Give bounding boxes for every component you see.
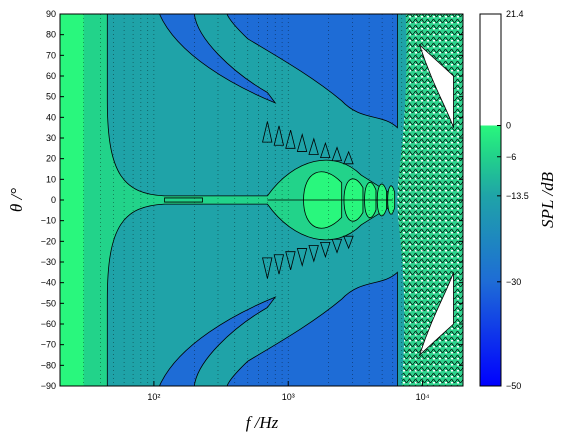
colorbar-ticks: 21.4 0 −6 −13.5 −30 −50 <box>497 9 529 391</box>
colorbar-tick-label: −6 <box>506 152 516 162</box>
y-tick-label: −90 <box>41 381 56 391</box>
x-tick-label: 10⁴ <box>416 392 430 402</box>
x-tick-label: 10³ <box>282 392 295 402</box>
y-tick-label: −30 <box>41 257 56 267</box>
y-tick-label: −20 <box>41 236 56 246</box>
colorbar-tick-label: 0 <box>506 120 511 130</box>
colorbar-tick-label: −30 <box>506 277 521 287</box>
x-ticks: 10² 10³ 10⁴ <box>147 381 430 402</box>
contour-field <box>60 14 463 386</box>
region-axis-streak <box>164 197 203 203</box>
y-tick-label: 90 <box>46 9 56 19</box>
fringe-lower <box>262 235 354 279</box>
y-tick-label: −40 <box>41 278 56 288</box>
y-tick-label: 70 <box>46 50 56 60</box>
y-tick-label: −80 <box>41 360 56 370</box>
y-tick-label: 80 <box>46 30 56 40</box>
y-tick-label: 50 <box>46 92 56 102</box>
y-ticks: −90 −80 −70 −60 −50 −40 −30 −20 −10 0 10 20 30 40 50 60… <box>41 9 463 391</box>
colorbar-tick-label: −13.5 <box>506 191 529 201</box>
y-tick-label: −10 <box>41 216 56 226</box>
y-tick-label: 40 <box>46 112 56 122</box>
region-minus30-arc-lower <box>159 296 277 386</box>
y-tick-label: −50 <box>41 298 56 308</box>
region-minus30-upper <box>226 14 398 129</box>
region-white-lower <box>418 272 454 357</box>
y-axis-label: θ /° <box>7 188 26 212</box>
x-tick-label: 10² <box>147 392 160 402</box>
y-tick-label: 10 <box>46 174 56 184</box>
y-tick-label: 60 <box>46 71 56 81</box>
colorbar <box>479 13 502 387</box>
y-tick-label: −60 <box>41 319 56 329</box>
colorbar-tick-label: 21.4 <box>506 9 524 19</box>
y-tick-label: 30 <box>46 133 56 143</box>
region-minus30-lower <box>226 271 398 386</box>
region-white-upper <box>418 43 454 128</box>
colorbar-tick-label: −50 <box>506 381 521 391</box>
colorbar-label: SPL /dB <box>538 171 557 228</box>
x-axis-label: f /Hz <box>246 413 279 432</box>
y-tick-label: 20 <box>46 154 56 164</box>
y-tick-label: 0 <box>51 195 56 205</box>
y-tick-label: −70 <box>41 340 56 350</box>
region-0db-low-freq <box>60 14 84 386</box>
